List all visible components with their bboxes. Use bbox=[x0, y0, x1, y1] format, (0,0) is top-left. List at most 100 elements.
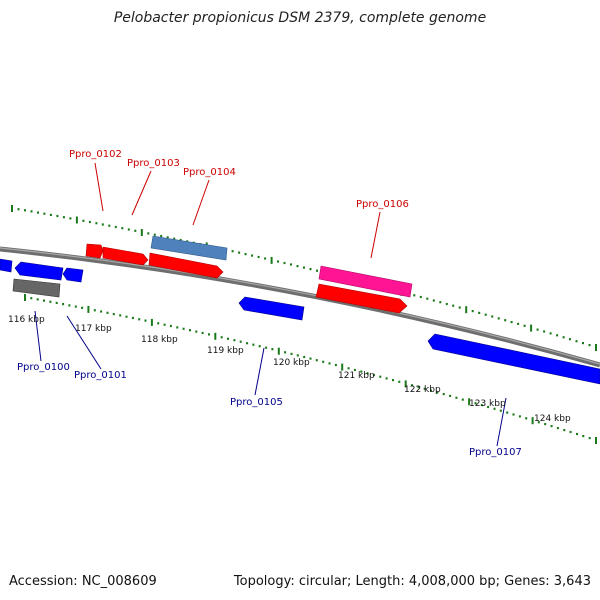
inner-minor-tick bbox=[290, 352, 293, 355]
inner-minor-tick bbox=[499, 409, 502, 412]
inner-minor-tick bbox=[588, 437, 591, 440]
outer-minor-tick bbox=[283, 261, 286, 265]
inner-minor-tick bbox=[271, 348, 274, 351]
outer-minor-tick bbox=[69, 217, 72, 220]
outer-minor-tick bbox=[582, 342, 584, 345]
outer-minor-tick bbox=[121, 227, 124, 230]
outer-minor-tick bbox=[296, 265, 299, 268]
inner-minor-tick bbox=[379, 375, 382, 378]
inner-minor-tick bbox=[442, 393, 445, 396]
inner-minor-tick bbox=[328, 362, 331, 365]
outer-minor-tick bbox=[95, 222, 98, 225]
inner-minor-tick bbox=[436, 391, 439, 394]
gene-label-ppro-0100[interactable]: Ppro_0100 bbox=[17, 362, 70, 373]
inner-minor-tick bbox=[119, 314, 122, 317]
outer-minor-tick bbox=[569, 338, 571, 341]
gene-label-ppro-0105[interactable]: Ppro_0105 bbox=[230, 397, 283, 408]
gene-box-blue-feature[interactable] bbox=[150, 235, 228, 261]
outer-minor-tick bbox=[88, 220, 91, 224]
forward-leader-lines bbox=[94, 162, 381, 259]
outer-minor-tick bbox=[264, 257, 267, 260]
inner-minor-tick bbox=[284, 351, 287, 354]
inner-minor-tick bbox=[537, 421, 540, 424]
inner-minor-tick bbox=[93, 309, 96, 312]
outer-minor-tick bbox=[160, 234, 163, 238]
outer-minor-tick bbox=[426, 297, 429, 300]
outer-major-tick bbox=[530, 324, 533, 332]
gene-arrow-ppro-0102[interactable] bbox=[85, 243, 104, 259]
outer-major-tick bbox=[11, 205, 13, 212]
kbp-label-120: 120 kbp bbox=[273, 358, 310, 368]
inner-minor-tick bbox=[474, 402, 477, 405]
inner-minor-tick bbox=[227, 337, 229, 340]
outer-minor-tick bbox=[471, 310, 474, 313]
gene-arrow-ppro-0105[interactable] bbox=[238, 296, 305, 321]
inner-minor-tick bbox=[157, 322, 160, 325]
gene-arrow-ppro-0103[interactable] bbox=[102, 246, 149, 266]
outer-minor-tick bbox=[445, 302, 448, 306]
gene-box-ppro-0106[interactable] bbox=[318, 265, 413, 298]
outer-minor-tick bbox=[147, 232, 150, 235]
inner-minor-tick bbox=[576, 432, 578, 436]
inner-minor-tick bbox=[112, 313, 115, 316]
gene-arrow-ppro-0107[interactable] bbox=[427, 333, 600, 385]
inner-minor-tick bbox=[569, 430, 572, 434]
gene-label-ppro-0103[interactable]: Ppro_0103 bbox=[127, 158, 180, 169]
outer-minor-tick bbox=[452, 304, 455, 307]
inner-minor-tick bbox=[220, 336, 223, 339]
gene-arrow-small-blue[interactable] bbox=[62, 267, 84, 283]
gene-label-ppro-0102[interactable]: Ppro_0102 bbox=[69, 149, 122, 160]
inner-minor-tick bbox=[100, 310, 103, 313]
outer-minor-tick bbox=[432, 299, 435, 302]
inner-minor-tick bbox=[455, 396, 458, 399]
inner-minor-tick bbox=[68, 304, 71, 307]
inner-major-tick bbox=[531, 417, 534, 425]
gene-label-ppro-0106[interactable]: Ppro_0106 bbox=[356, 199, 409, 210]
outer-minor-tick bbox=[153, 233, 156, 236]
inner-minor-tick bbox=[106, 311, 109, 314]
outer-minor-tick bbox=[413, 294, 416, 297]
kbp-label-118: 118 kbp bbox=[141, 335, 178, 345]
inner-minor-tick bbox=[563, 429, 566, 432]
outer-minor-tick bbox=[458, 306, 461, 309]
inner-minor-tick bbox=[493, 407, 496, 410]
outer-minor-tick bbox=[30, 210, 33, 213]
outer-minor-tick bbox=[134, 229, 137, 232]
outer-minor-tick bbox=[419, 295, 422, 299]
outer-minor-tick bbox=[179, 238, 182, 242]
gene-arrow-ppro-0100-blue[interactable] bbox=[14, 261, 64, 281]
outer-minor-tick bbox=[588, 344, 591, 347]
outer-minor-tick bbox=[510, 321, 513, 324]
gene-label-ppro-0107[interactable]: Ppro_0107 bbox=[469, 447, 522, 458]
inner-major-tick bbox=[341, 363, 344, 371]
outer-minor-tick bbox=[101, 223, 104, 226]
inner-minor-tick bbox=[347, 367, 350, 370]
inner-minor-tick bbox=[449, 394, 452, 397]
outer-minor-tick bbox=[290, 263, 292, 266]
gene-arrow-reverse-left[interactable] bbox=[0, 258, 13, 273]
outer-minor-tick bbox=[575, 340, 578, 343]
inner-minor-tick bbox=[74, 305, 77, 308]
outer-minor-tick bbox=[43, 212, 46, 215]
gene-label-ppro-0104[interactable]: Ppro_0104 bbox=[183, 167, 236, 178]
inner-major-tick bbox=[150, 318, 153, 326]
inner-minor-tick bbox=[258, 345, 261, 348]
gene-arrow-ppro-0106-red[interactable] bbox=[315, 283, 408, 314]
outer-major-tick bbox=[595, 344, 597, 351]
inner-minor-tick bbox=[411, 384, 413, 387]
inner-minor-tick bbox=[246, 342, 249, 345]
gene-box-gray-feature[interactable] bbox=[12, 278, 61, 298]
inner-minor-tick bbox=[62, 303, 65, 306]
inner-minor-tick bbox=[239, 340, 242, 343]
inner-minor-tick bbox=[322, 360, 325, 363]
gene-arrow-ppro-0104[interactable] bbox=[148, 252, 224, 279]
inner-minor-tick bbox=[506, 411, 509, 414]
gene-label-ppro-0101[interactable]: Ppro_0101 bbox=[74, 370, 127, 381]
inner-minor-tick bbox=[461, 398, 464, 401]
inner-minor-tick bbox=[296, 354, 299, 357]
genome-backbone bbox=[0, 246, 600, 368]
inner-minor-tick bbox=[201, 331, 204, 335]
outer-minor-tick bbox=[82, 219, 85, 222]
outer-minor-tick bbox=[562, 336, 565, 339]
outer-minor-tick bbox=[17, 208, 20, 211]
